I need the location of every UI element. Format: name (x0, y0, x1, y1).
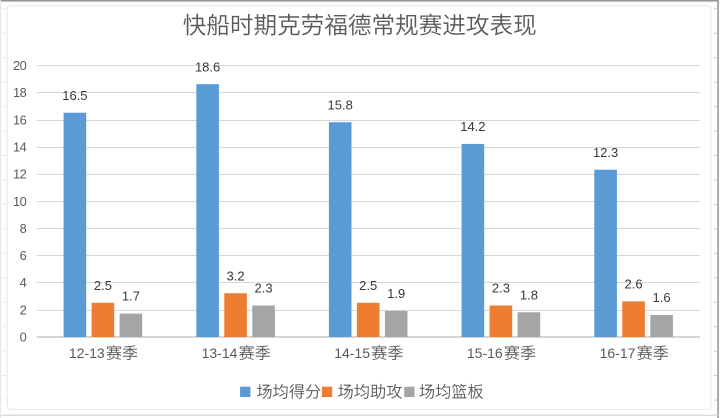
svg-text:1.7: 1.7 (122, 289, 140, 304)
svg-text:15.8: 15.8 (328, 97, 353, 112)
svg-text:2.5: 2.5 (359, 278, 377, 293)
svg-text:2.6: 2.6 (625, 277, 643, 292)
svg-text:18.6: 18.6 (195, 59, 220, 74)
svg-text:16.5: 16.5 (62, 88, 87, 103)
svg-text:1.9: 1.9 (387, 286, 405, 301)
svg-text:6: 6 (20, 248, 27, 263)
svg-text:0: 0 (20, 330, 27, 345)
svg-text:20: 20 (13, 58, 27, 73)
svg-text:2.3: 2.3 (492, 281, 510, 296)
svg-text:14.2: 14.2 (460, 119, 485, 134)
svg-text:18: 18 (13, 85, 27, 100)
svg-text:1.8: 1.8 (520, 287, 538, 302)
svg-text:14: 14 (13, 139, 27, 154)
svg-text:15-16: 15-16 (467, 345, 503, 361)
svg-text:16-17: 16-17 (600, 345, 636, 361)
svg-text:3.2: 3.2 (227, 268, 245, 283)
svg-text:16: 16 (13, 112, 27, 127)
svg-text:2.3: 2.3 (255, 281, 273, 296)
svg-text:12.3: 12.3 (593, 145, 618, 160)
svg-text:13-14: 13-14 (202, 345, 238, 361)
svg-text:8: 8 (20, 221, 27, 236)
svg-text:12-13: 12-13 (69, 345, 105, 361)
svg-text:1.6: 1.6 (653, 290, 671, 305)
svg-text:2: 2 (20, 302, 27, 317)
svg-text:14-15: 14-15 (334, 345, 370, 361)
svg-text:10: 10 (13, 194, 27, 209)
svg-text:2.5: 2.5 (94, 278, 112, 293)
svg-text:4: 4 (20, 275, 27, 290)
svg-text:12: 12 (13, 167, 27, 182)
